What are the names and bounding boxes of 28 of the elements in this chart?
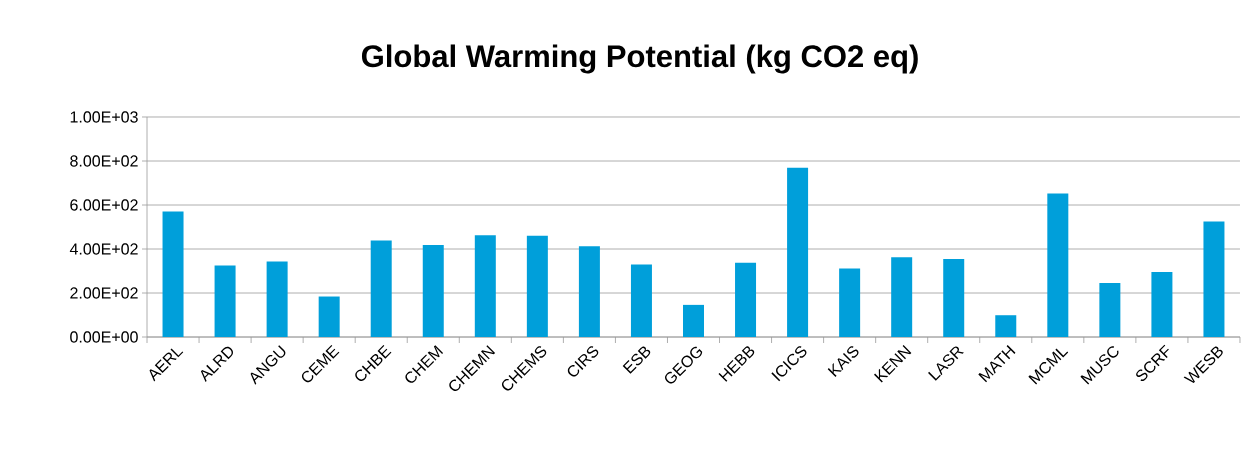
bar: [526, 235, 548, 337]
bar: [578, 246, 600, 337]
bar: [266, 261, 288, 337]
bar: [682, 304, 704, 337]
y-tick-label: 8.00E+02: [70, 155, 138, 167]
bar: [839, 268, 861, 337]
y-tick-label: 2.00E+02: [70, 287, 138, 299]
bar: [1203, 221, 1225, 337]
chart-title: Global Warming Potential (kg CO2 eq): [361, 44, 918, 74]
bar: [1151, 271, 1173, 337]
bar: [630, 264, 652, 337]
bar: [422, 245, 444, 337]
y-tick-label: 1.00E+03: [70, 111, 138, 123]
bar: [474, 235, 496, 337]
bar: [214, 265, 236, 337]
y-tick-label: 4.00E+02: [69, 243, 138, 255]
bar: [891, 257, 913, 337]
y-tick-label: 6.00E+02: [70, 199, 138, 211]
bar: [943, 259, 965, 337]
y-tick-label: 0.00E+00: [70, 331, 138, 343]
bar: [995, 315, 1017, 337]
bar: [162, 211, 184, 337]
bar: [370, 240, 392, 337]
bar: [1099, 282, 1121, 337]
bar: [787, 167, 809, 337]
bar: [318, 296, 340, 337]
bar: [1047, 193, 1069, 337]
bar: [735, 262, 757, 337]
